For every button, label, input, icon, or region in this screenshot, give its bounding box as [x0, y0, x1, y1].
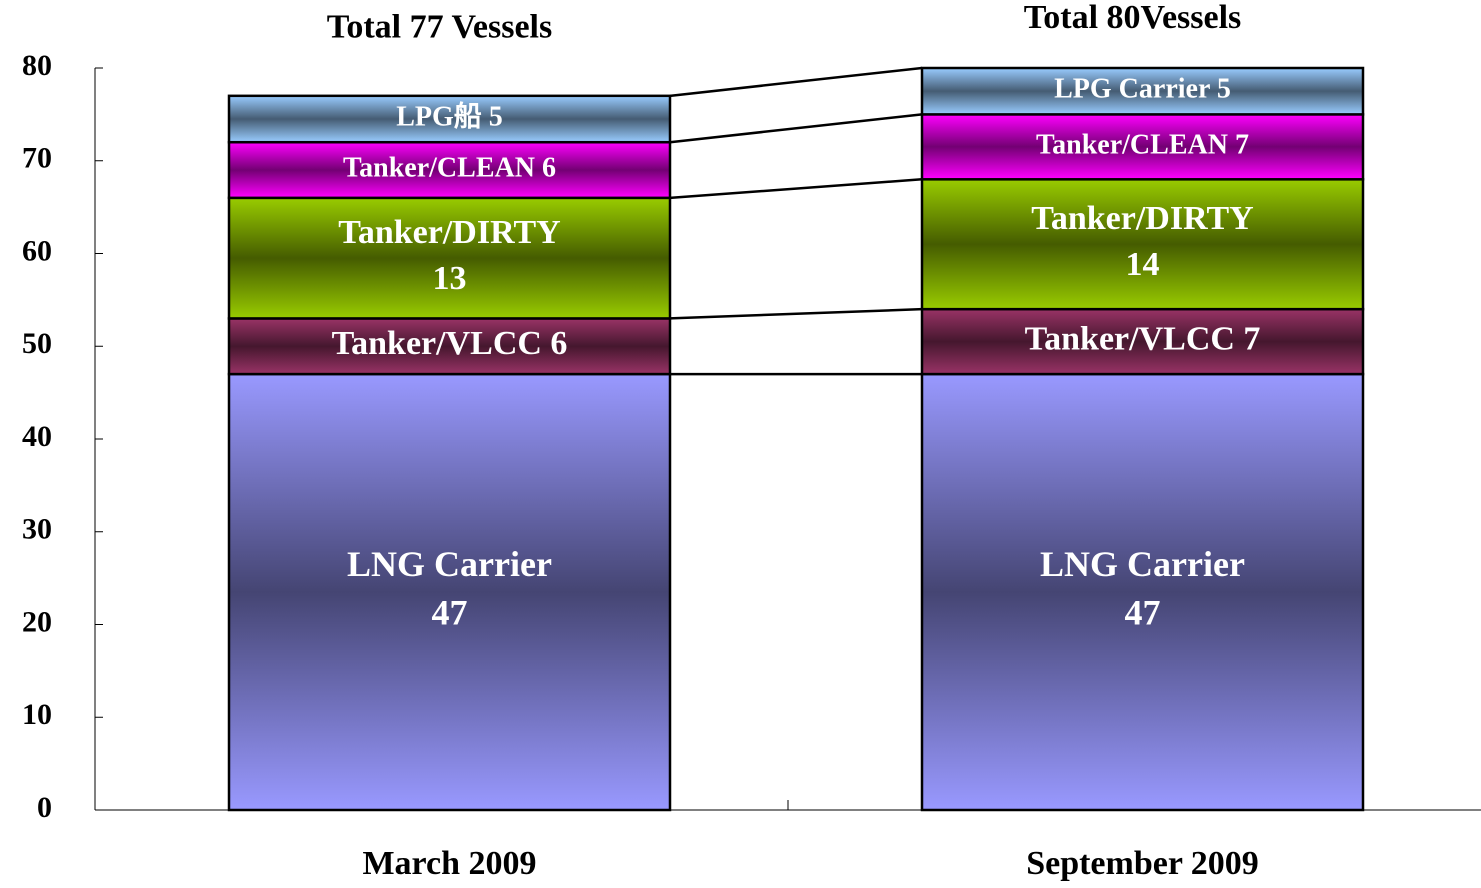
bar-segment: [920, 178, 1365, 311]
connector-line: [669, 66, 923, 98]
y-tick-label: 30: [22, 513, 52, 546]
y-tick-label: 50: [22, 327, 52, 360]
value-label: Tanker/DIRTY: [1031, 200, 1253, 237]
value-label: LPG Carrier 5: [1054, 74, 1231, 105]
bar-segment: [227, 94, 672, 144]
value-label: 47: [1125, 593, 1161, 633]
bar-segment: [920, 307, 1365, 376]
y-tick-label: 40: [22, 420, 52, 453]
y-tick-label: 0: [37, 791, 52, 824]
value-label: LNG Carrier: [347, 544, 552, 584]
total-annotation: Total 77 Vessels: [327, 9, 552, 46]
x-tick-label: September 2009: [1026, 845, 1259, 882]
value-label: Tanker/CLEAN 7: [1036, 129, 1249, 160]
y-tick-label: 10: [22, 698, 52, 731]
value-label: Tanker/CLEAN 6: [343, 152, 556, 183]
total-annotation: Total 80Vessels: [1024, 0, 1242, 36]
value-label: Tanker/DIRTY: [338, 214, 560, 251]
value-label: LPG船 5: [396, 100, 503, 132]
y-tick-label: 60: [22, 234, 52, 267]
value-label: 47: [432, 593, 468, 633]
bar-segment: [920, 113, 1365, 181]
value-label: 13: [433, 260, 467, 297]
connector-line: [669, 178, 923, 200]
bar-segment: [920, 372, 1365, 812]
x-tick-label: March 2009: [362, 845, 536, 882]
connector-line: [669, 113, 923, 144]
bar-segment: [920, 66, 1365, 116]
y-tick-label: 20: [22, 605, 52, 638]
connector-line: [669, 307, 923, 320]
value-label: Tanker/VLCC 6: [332, 325, 568, 362]
bar-segment: [227, 372, 672, 812]
value-label: LNG Carrier: [1040, 544, 1245, 584]
value-label: Tanker/VLCC 7: [1025, 320, 1261, 357]
value-label: 14: [1126, 246, 1160, 283]
y-tick-label: 70: [22, 142, 52, 175]
y-tick-label: 80: [22, 49, 52, 82]
